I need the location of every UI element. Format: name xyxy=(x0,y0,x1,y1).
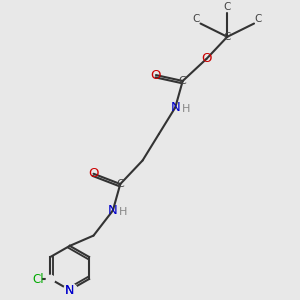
Text: C: C xyxy=(192,14,200,24)
Text: N: N xyxy=(170,101,180,114)
Text: N: N xyxy=(65,284,74,297)
Text: O: O xyxy=(151,69,161,82)
Text: C: C xyxy=(224,2,231,12)
Text: C: C xyxy=(116,179,124,189)
Text: H: H xyxy=(119,207,128,217)
Text: N: N xyxy=(65,284,74,297)
Text: O: O xyxy=(88,167,99,180)
Text: C: C xyxy=(224,32,231,42)
Text: Cl: Cl xyxy=(33,272,44,286)
Text: C: C xyxy=(179,76,187,86)
Text: N: N xyxy=(108,204,118,217)
Text: H: H xyxy=(182,104,190,114)
Text: O: O xyxy=(201,52,212,65)
Text: C: C xyxy=(255,14,262,24)
